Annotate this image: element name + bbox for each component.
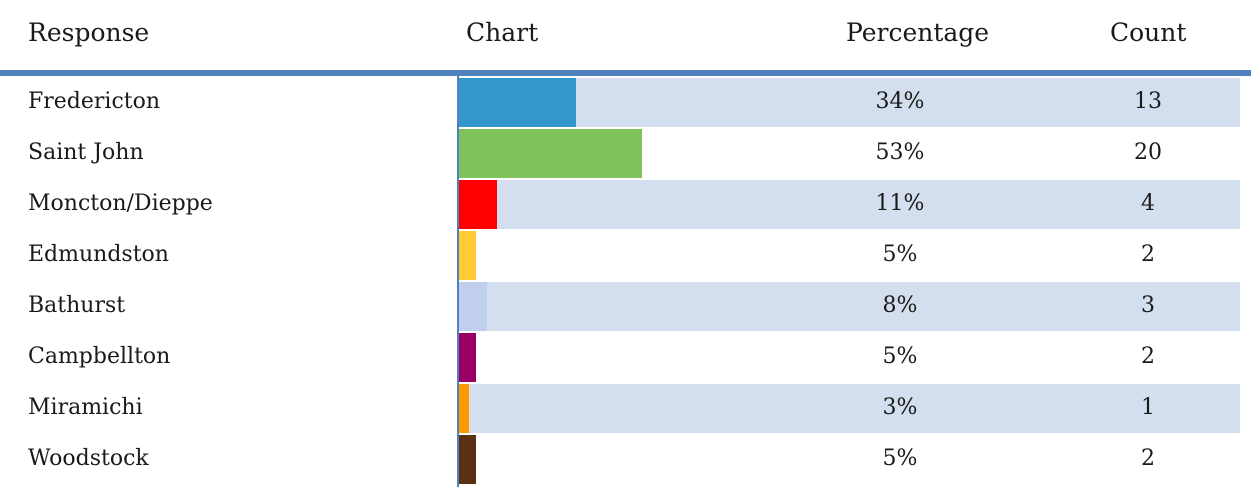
- count-value: 13: [1134, 89, 1162, 114]
- category-label: Campbellton: [28, 344, 171, 369]
- category-label: Miramichi: [28, 395, 143, 420]
- count-value: 2: [1141, 344, 1155, 369]
- table-row: Saint John 53% 20: [0, 127, 1251, 178]
- table-header: Response Chart Percentage Count: [0, 0, 1251, 70]
- count-value: 2: [1141, 242, 1155, 267]
- percentage-value: 11%: [875, 191, 925, 216]
- count-value: 20: [1134, 140, 1162, 165]
- category-label: Edmundston: [28, 242, 169, 267]
- bar-saint-john: [459, 129, 642, 178]
- percentage-value: 5%: [882, 242, 918, 267]
- bar-moncton-dieppe: [459, 180, 497, 229]
- chart-axis: [457, 76, 459, 487]
- header-percentage: Percentage: [846, 18, 990, 47]
- category-label: Saint John: [28, 140, 144, 165]
- percentage-value: 34%: [875, 89, 925, 114]
- row-band: [457, 282, 1240, 331]
- percentage-value: 5%: [882, 446, 918, 471]
- header-divider: [0, 70, 1251, 76]
- table-row: Bathurst 8% 3: [0, 280, 1251, 331]
- header-response: Response: [28, 18, 150, 47]
- header-chart: Chart: [466, 18, 539, 47]
- category-label: Moncton/Dieppe: [28, 191, 213, 216]
- count-value: 3: [1141, 293, 1155, 318]
- table-row: Miramichi 3% 1: [0, 382, 1251, 433]
- count-value: 1: [1141, 395, 1155, 420]
- category-label: Woodstock: [28, 446, 149, 471]
- row-band: [457, 180, 1240, 229]
- count-value: 4: [1141, 191, 1155, 216]
- percentage-value: 5%: [882, 344, 918, 369]
- bar-edmundston: [459, 231, 477, 280]
- row-band: [457, 384, 1240, 433]
- bar-woodstock: [459, 435, 477, 484]
- table-row: Edmundston 5% 2: [0, 229, 1251, 280]
- header-count: Count: [1110, 18, 1187, 47]
- bar-campbellton: [459, 333, 477, 382]
- table-row: Woodstock 5% 2: [0, 433, 1251, 484]
- table-row: Fredericton 34% 13: [0, 76, 1251, 127]
- bar-fredericton: [459, 78, 577, 127]
- percentage-value: 53%: [875, 140, 925, 165]
- category-label: Bathurst: [28, 293, 126, 318]
- bar-miramichi: [459, 384, 470, 433]
- row-band: [457, 78, 1240, 127]
- bar-bathurst: [459, 282, 487, 331]
- percentage-value: 3%: [882, 395, 918, 420]
- category-label: Fredericton: [28, 89, 161, 114]
- table-row: Moncton/Dieppe 11% 4: [0, 178, 1251, 229]
- table-row: Campbellton 5% 2: [0, 331, 1251, 382]
- percentage-value: 8%: [882, 293, 918, 318]
- count-value: 2: [1141, 446, 1155, 471]
